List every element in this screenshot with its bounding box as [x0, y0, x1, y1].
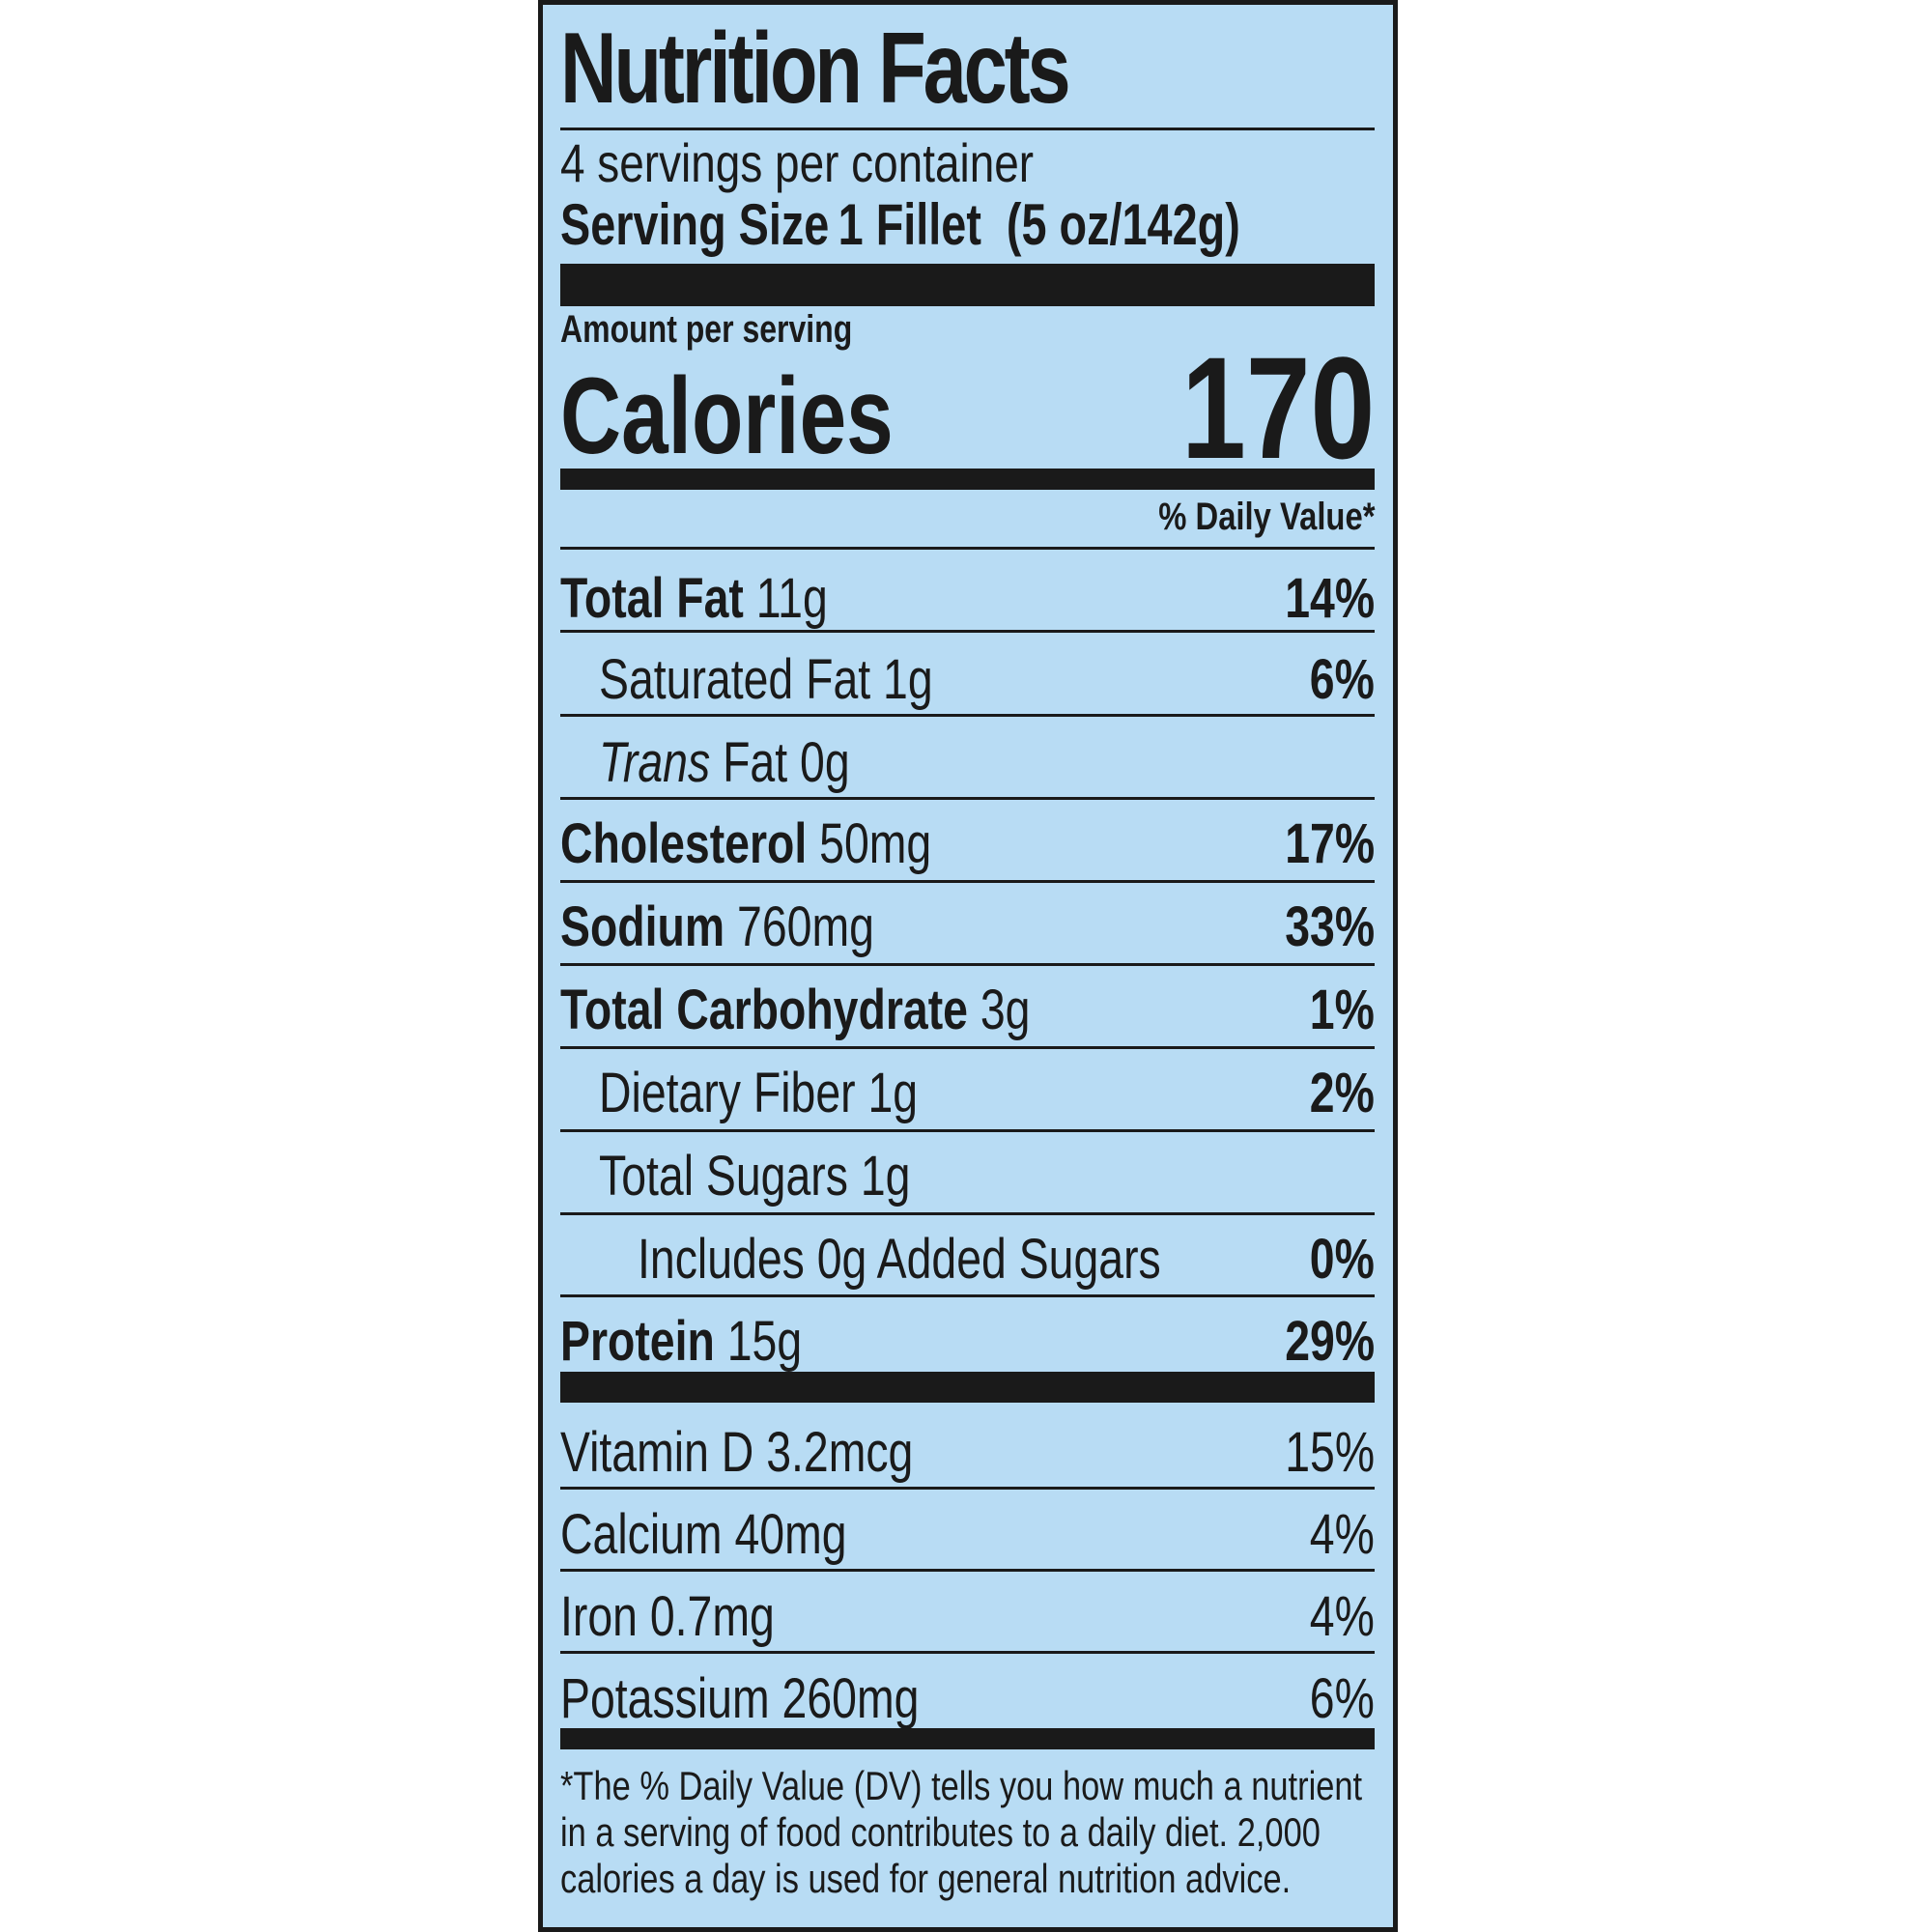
nutrient-name: Total Carbohydrate [560, 979, 968, 1041]
nutrient-dv: 33% [1285, 895, 1375, 958]
nutrient-amount: 15g [726, 1310, 803, 1373]
nutrient-amount: 1g [867, 1062, 919, 1124]
medium-divider [560, 1728, 1375, 1749]
divider [560, 547, 1375, 550]
calories-label: Calories [560, 355, 894, 476]
nutrient-name: Dietary Fiber [599, 1062, 856, 1124]
divider [560, 1129, 1375, 1132]
divider [560, 1569, 1375, 1572]
divider [560, 797, 1375, 800]
divider [560, 963, 1375, 966]
divider [560, 630, 1375, 633]
nutrient-dv: 0% [1309, 1228, 1375, 1291]
servings-per-container: 4 servings per container [560, 132, 1035, 193]
nutrient-name: Fat [723, 731, 788, 794]
divider [560, 128, 1375, 130]
serving-size: Serving Size 1 Fillet (5 oz/142g) [560, 196, 1240, 254]
nutrient-row-saturated-fat: Saturated Fat 1g 6% [560, 652, 1375, 710]
divider [560, 1212, 1375, 1215]
nutrient-amount: 3g [980, 979, 1031, 1041]
label-title: Nutrition Facts [560, 13, 1071, 125]
nutrient-amount: 1g [860, 1145, 911, 1208]
nutrient-row-protein: Protein 15g 29% [560, 1314, 1375, 1372]
calories-value: 170 [1180, 327, 1375, 489]
vitamin-dv: 4% [1309, 1503, 1375, 1566]
nutrient-amount: 50mg [819, 812, 932, 875]
vitamin-amount: 260mg [781, 1667, 920, 1730]
vitamin-name: Calcium [560, 1503, 723, 1566]
vitamin-dv: 15% [1285, 1421, 1375, 1484]
vitamin-row-calcium: Calcium 40mg 4% [560, 1507, 1375, 1565]
vitamin-amount: 0.7mg [649, 1585, 775, 1648]
vitamin-row-iron: Iron 0.7mg 4% [560, 1589, 1375, 1647]
nutrient-amount: 760mg [737, 895, 874, 958]
serving-size-label: Serving Size [560, 192, 830, 257]
vitamin-row-potassium: Potassium 260mg 6% [560, 1671, 1375, 1729]
vitamin-dv: 6% [1309, 1667, 1375, 1730]
nutrient-name: Cholesterol [560, 812, 808, 875]
vitamin-name: Potassium [560, 1667, 770, 1730]
nutrient-row-total-sugars: Total Sugars 1g [560, 1149, 1375, 1207]
vitamin-amount: 40mg [734, 1503, 847, 1566]
nutrient-row-dietary-fiber: Dietary Fiber 1g 2% [560, 1065, 1375, 1123]
medium-divider [560, 469, 1375, 490]
vitamin-name: Vitamin D [560, 1421, 754, 1484]
nutrition-facts-label: Nutrition Facts 4 servings per container… [538, 0, 1398, 1932]
nutrient-amount: 1g [883, 648, 933, 711]
divider [560, 1651, 1375, 1654]
vitamin-amount: 3.2mcg [766, 1421, 914, 1484]
divider [560, 880, 1375, 883]
thick-divider [560, 264, 1375, 306]
vitamin-name: Iron [560, 1585, 638, 1648]
nutrient-dv: 29% [1285, 1310, 1375, 1373]
divider [560, 714, 1375, 717]
divider [560, 1487, 1375, 1490]
divider [560, 1294, 1375, 1297]
nutrient-row-cholesterol: Cholesterol 50mg 17% [560, 816, 1375, 874]
nutrient-name: Total Fat [560, 567, 744, 630]
divider [560, 1046, 1375, 1049]
amount-per-serving: Amount per serving [560, 308, 853, 351]
vitamin-row-vitamin-d: Vitamin D 3.2mcg 15% [560, 1425, 1375, 1483]
nutrient-row-sodium: Sodium 760mg 33% [560, 899, 1375, 957]
thick-divider [560, 1372, 1375, 1403]
nutrient-dv: 17% [1285, 812, 1375, 875]
nutrient-row-trans-fat: Trans Fat 0g [560, 735, 1375, 793]
nutrient-amount: 0g [800, 731, 850, 794]
nutrient-name: Saturated Fat [599, 648, 871, 711]
nutrient-name: Sodium [560, 895, 725, 958]
serving-size-value: 1 Fillet (5 oz/142g) [838, 192, 1240, 257]
nutrient-dv: 6% [1309, 648, 1375, 711]
nutrient-row-total-fat: Total Fat 11g 14% [560, 571, 1375, 629]
nutrient-name: Includes 0g Added Sugars [638, 1228, 1161, 1291]
nutrient-amount: 11g [755, 567, 828, 630]
nutrient-dv: 1% [1309, 979, 1375, 1041]
nutrient-row-added-sugars: Includes 0g Added Sugars 0% [560, 1232, 1375, 1290]
nutrient-name: Protein [560, 1310, 715, 1373]
nutrient-name-italic: Trans [599, 731, 711, 794]
daily-value-header: % Daily Value* [1157, 496, 1375, 538]
nutrient-dv: 2% [1309, 1062, 1375, 1124]
vitamin-dv: 4% [1309, 1585, 1375, 1648]
nutrient-dv: 14% [1285, 567, 1375, 630]
nutrient-row-total-carbohydrate: Total Carbohydrate 3g 1% [560, 982, 1375, 1040]
nutrient-name: Total Sugars [599, 1145, 848, 1208]
footnote: *The % Daily Value (DV) tells you how mu… [560, 1763, 1363, 1901]
